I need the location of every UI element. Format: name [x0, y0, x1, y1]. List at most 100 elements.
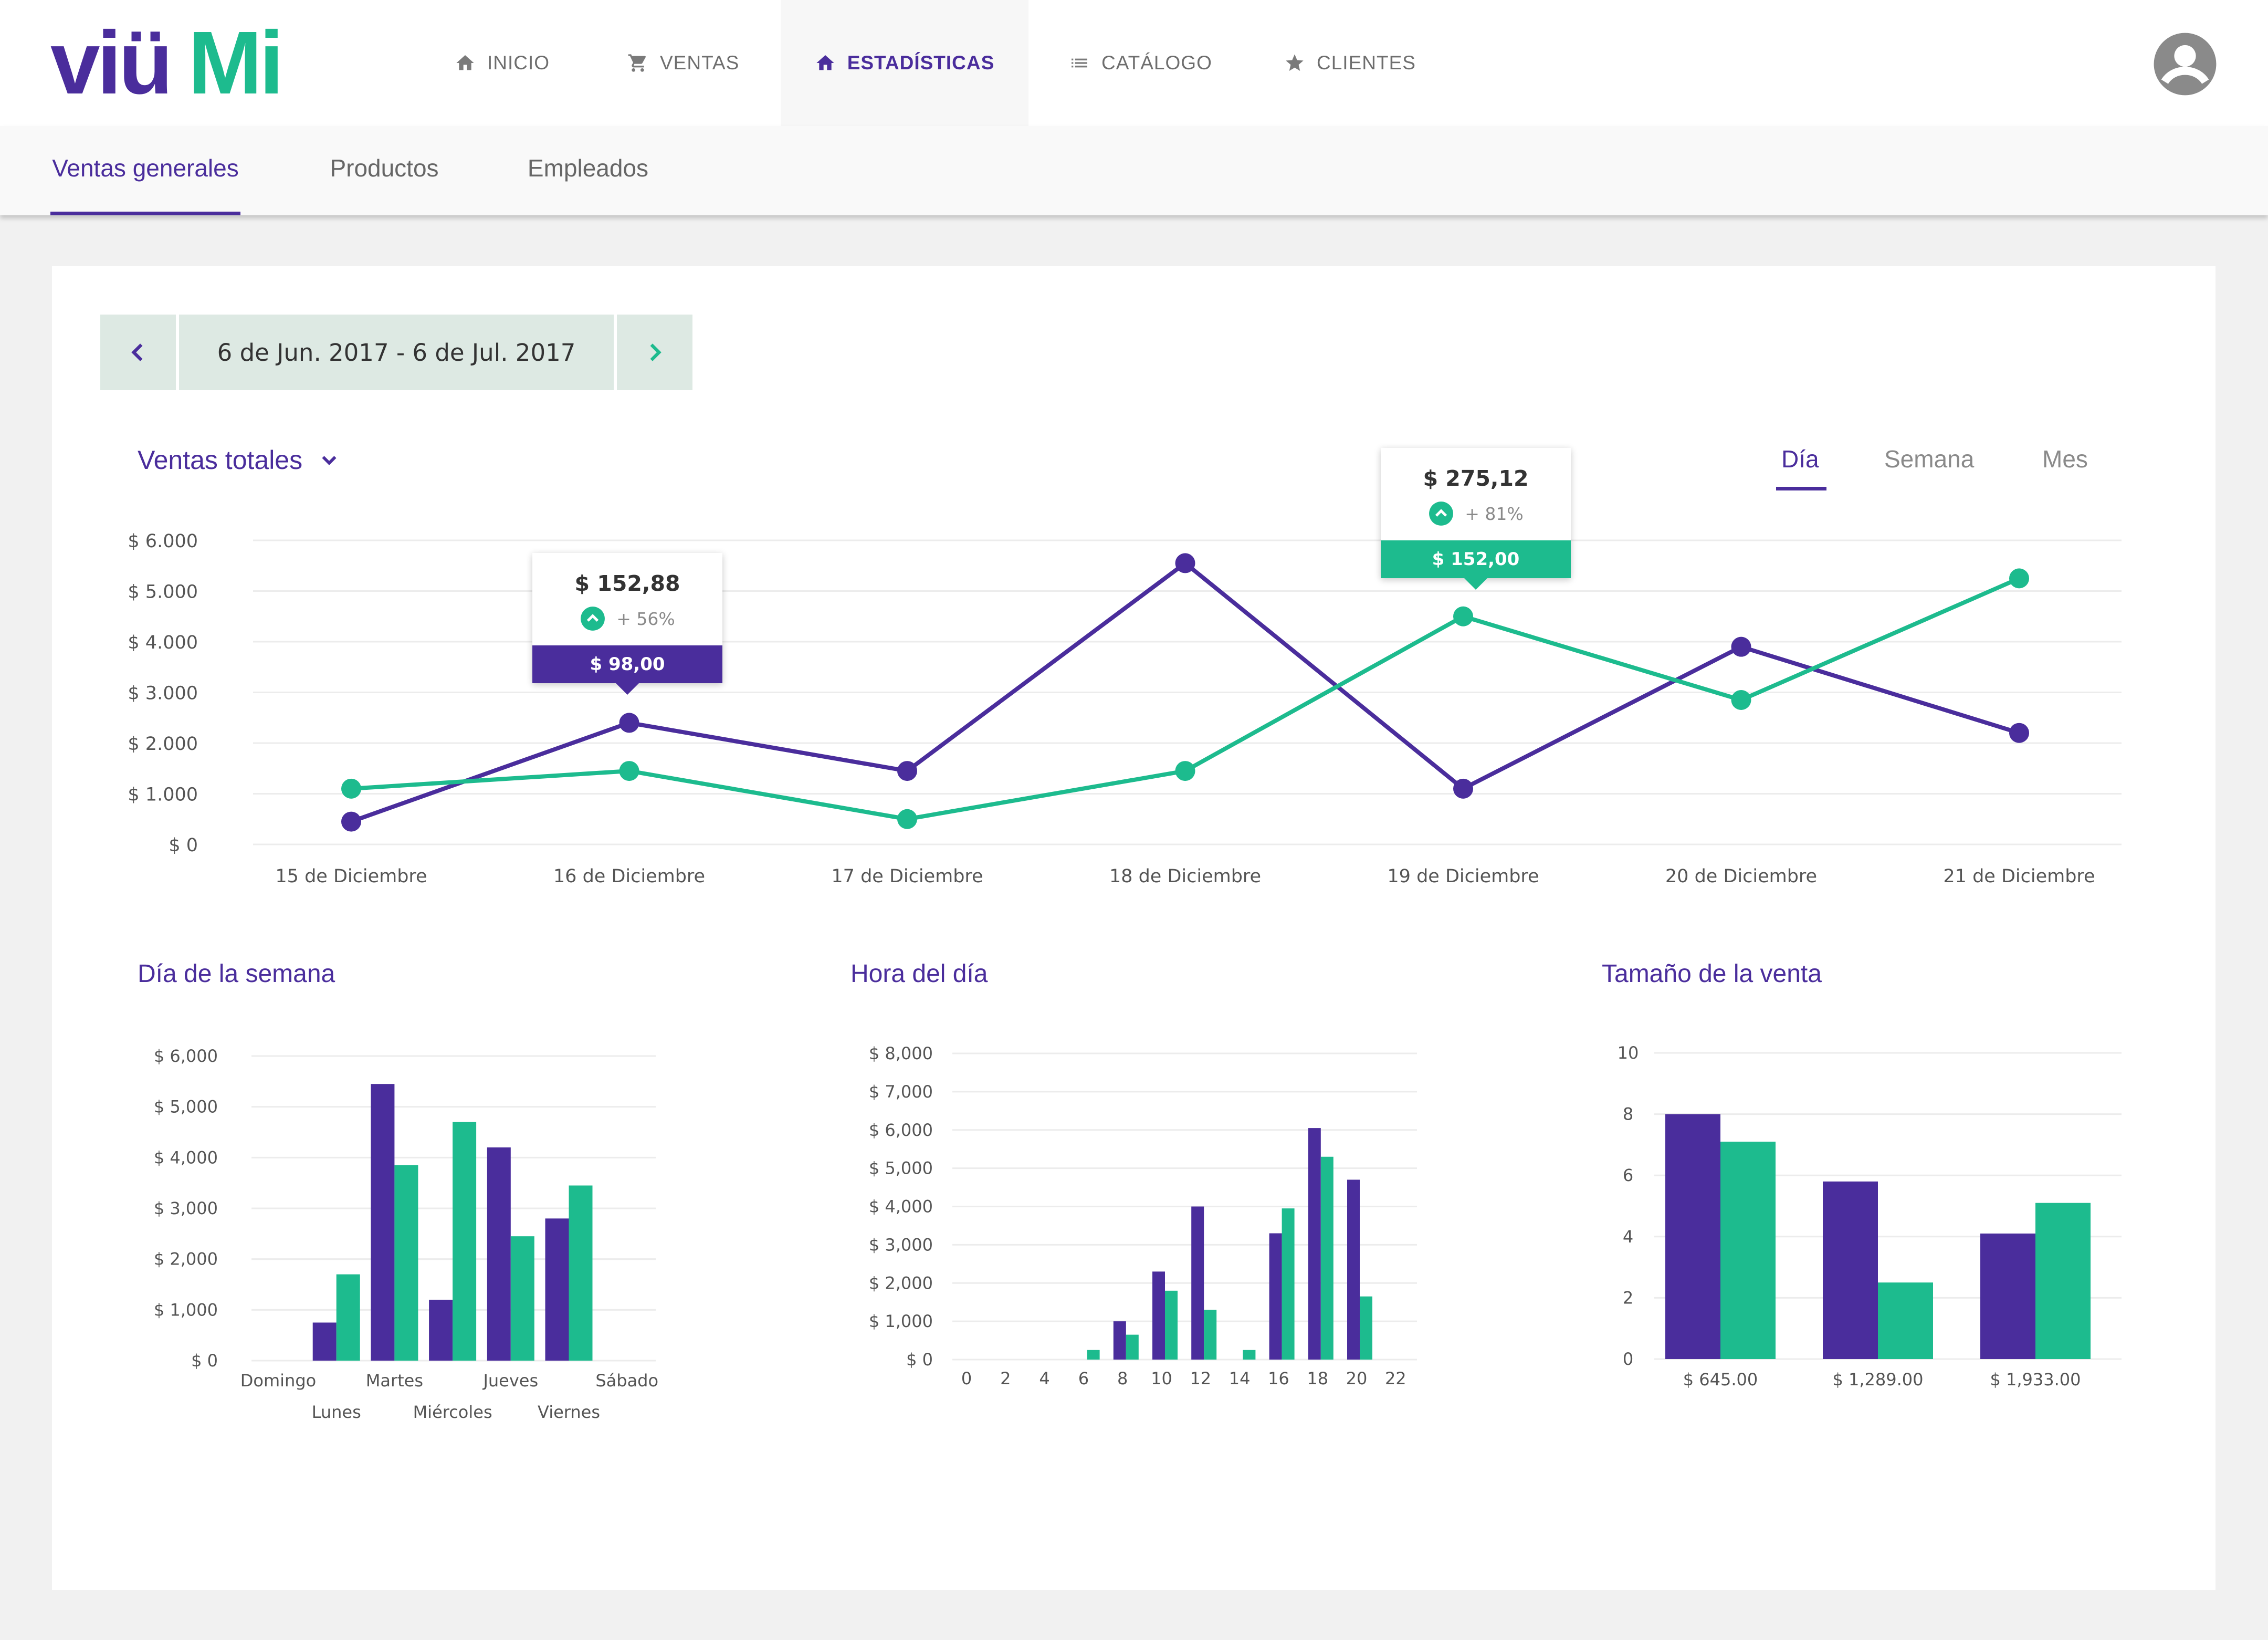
line-point-series-2	[341, 778, 361, 799]
bar-series-2	[1878, 1282, 1933, 1359]
bar-xtick-label: 8	[1117, 1369, 1128, 1388]
arrow-up-circle-icon	[581, 607, 605, 631]
bar-ytick-label: $ 0	[906, 1350, 933, 1370]
line-xtick-label: 17 de Diciembre	[831, 866, 983, 887]
bar-xtick-label: $ 1,289.00	[1832, 1370, 1923, 1390]
bar-series-1	[312, 1322, 337, 1361]
bar-ytick-label: $ 4,000	[154, 1147, 218, 1167]
chevron-down-icon	[322, 456, 337, 465]
date-range-label: 6 de Jun. 2017 - 6 de Jul. 2017	[179, 315, 614, 390]
svg-text:viü: viü	[50, 20, 170, 104]
bar-xtick-label: Martes	[366, 1371, 423, 1391]
nav-clientes[interactable]: CLIENTES	[1284, 0, 1416, 126]
tab-productos[interactable]: Productos	[330, 154, 439, 182]
line-ytick-label: $ 5.000	[128, 582, 198, 603]
line-point-series-1	[1453, 778, 1473, 799]
line-ytick-label: $ 2.000	[128, 734, 198, 755]
tooltip-base-value: $ 98,00	[532, 645, 722, 695]
previous-range-button[interactable]	[100, 315, 176, 390]
bar-series-2	[1243, 1350, 1256, 1360]
bar-series-1	[1980, 1233, 2035, 1359]
period-tab-mes[interactable]: Mes	[2042, 445, 2088, 473]
nav-catalogo[interactable]: CATÁLOGO	[1069, 0, 1212, 126]
bar-series-1	[1308, 1128, 1321, 1360]
bar-ytick-label: $ 7,000	[869, 1082, 933, 1102]
bar-ytick-label: $ 1,000	[154, 1300, 218, 1320]
tooltip-change-text: + 56%	[616, 608, 675, 629]
bar-xtick-label: Lunes	[312, 1402, 361, 1422]
arrow-up-circle-icon	[1429, 502, 1454, 526]
bar-series-1	[1152, 1271, 1165, 1360]
bar-xtick-label: 18	[1307, 1369, 1328, 1388]
line-point-series-1	[341, 811, 361, 832]
bar-ytick-label: 2	[1623, 1288, 1633, 1308]
bar-xtick-label: 2	[1000, 1369, 1011, 1388]
tooltip-change: + 81%	[1381, 500, 1571, 527]
line-point-series-2	[1175, 761, 1195, 781]
line-ytick-label: $ 1.000	[128, 785, 198, 806]
bar-series-2	[2035, 1203, 2091, 1359]
bar-xtick-label: Viernes	[538, 1402, 600, 1422]
bar-series-2	[453, 1122, 477, 1361]
bar-xtick-label: $ 645.00	[1683, 1370, 1758, 1390]
line-point-series-2	[619, 761, 639, 781]
bar-ytick-label: $ 2,000	[154, 1249, 218, 1269]
metric-dropdown[interactable]: Ventas totales	[138, 445, 341, 475]
bar-xtick-label: $ 1,933.00	[1990, 1370, 2081, 1390]
bar-xtick-label: Sábado	[595, 1371, 658, 1391]
bar-series-2	[510, 1236, 534, 1361]
nav-estadisticas-label: ESTADÍSTICAS	[847, 52, 995, 74]
bar-series-2	[1720, 1142, 1776, 1359]
bar-xtick-label: 20	[1346, 1369, 1368, 1388]
bar-xtick-label: Jueves	[482, 1371, 538, 1391]
star-icon	[1286, 54, 1304, 71]
tooltip-change-text: + 81%	[1465, 503, 1524, 524]
line-point-series-1	[897, 761, 917, 781]
bar-xtick-label: Miércoles	[413, 1402, 492, 1422]
bar-xtick-label: 4	[1039, 1369, 1049, 1388]
period-tab-dia[interactable]: Día	[1776, 445, 1826, 490]
bar-series-2	[569, 1185, 593, 1361]
next-range-button[interactable]	[617, 315, 692, 390]
line-ytick-label: $ 0	[169, 835, 198, 856]
bar-xtick-label: 12	[1190, 1369, 1211, 1388]
line-point-series-2	[2009, 568, 2029, 589]
bar-xtick-label: 0	[961, 1369, 972, 1388]
line-point-series-1	[619, 713, 639, 733]
bar-series-1	[429, 1300, 453, 1361]
statistics-card: 6 de Jun. 2017 - 6 de Jul. 2017 Ventas t…	[52, 266, 2216, 1590]
line-xtick-label: 18 de Diciembre	[1109, 866, 1261, 887]
line-point-series-1	[2009, 723, 2029, 743]
bar-series-2	[1126, 1334, 1139, 1360]
bar-series-2	[1165, 1290, 1178, 1360]
period-tab-semana[interactable]: Semana	[1884, 445, 1975, 473]
bar-xtick-label: 14	[1229, 1369, 1251, 1388]
nav-ventas-label: VENTAS	[660, 52, 740, 74]
tab-ventas-generales[interactable]: Ventas generales	[50, 126, 240, 215]
bar-ytick-label: 4	[1623, 1227, 1633, 1247]
chevron-left-icon	[131, 343, 143, 361]
tooltip-change: + 56%	[532, 605, 722, 632]
bar-series-1	[487, 1147, 511, 1361]
home-icon	[816, 55, 834, 70]
svg-text:Mi: Mi	[188, 20, 281, 104]
tooltip-line-1: $ 152,88 + 56% $ 98,00	[532, 553, 722, 695]
viumi-logo[interactable]: viü Mi	[50, 20, 292, 104]
nav-estadisticas[interactable]: ESTADÍSTICAS	[781, 0, 1028, 126]
chevron-right-icon	[650, 343, 662, 361]
line-ytick-label: $ 4.000	[128, 632, 198, 653]
user-avatar-icon[interactable]	[2152, 32, 2218, 97]
chart-title-tamano-venta: Tamaño de la venta	[1602, 960, 1822, 988]
bar-xtick-label: 10	[1151, 1369, 1172, 1388]
bar-ytick-label: $ 5,000	[869, 1158, 933, 1178]
bar-series-2	[336, 1274, 360, 1361]
line-point-series-1	[1731, 636, 1751, 657]
nav-ventas[interactable]: VENTAS	[627, 0, 739, 126]
list-icon	[1072, 58, 1087, 68]
bar-xtick-label: Domingo	[240, 1371, 316, 1391]
line-ytick-label: $ 6.000	[128, 531, 198, 552]
tab-empleados[interactable]: Empleados	[527, 154, 649, 182]
bar-series-1	[1665, 1114, 1720, 1359]
metric-dropdown-label: Ventas totales	[138, 445, 303, 475]
nav-inicio[interactable]: INICIO	[455, 0, 550, 126]
